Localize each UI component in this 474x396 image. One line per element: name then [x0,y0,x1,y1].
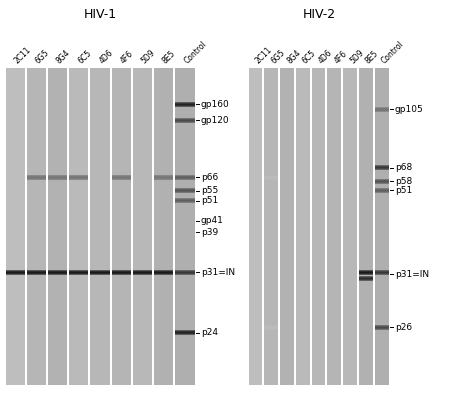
Text: p24: p24 [201,328,218,337]
Text: 6G5: 6G5 [269,48,287,65]
Text: 6G5: 6G5 [34,48,51,65]
Text: 8E5: 8E5 [161,48,177,65]
Text: 2C11: 2C11 [12,45,33,65]
Text: Control: Control [380,39,406,65]
Text: p51: p51 [201,196,218,205]
Text: p68: p68 [395,164,412,172]
Text: 5D9: 5D9 [348,48,365,65]
Text: 6C5: 6C5 [76,48,93,65]
Text: p31=IN: p31=IN [201,268,235,277]
Text: 4F6: 4F6 [332,49,349,65]
Text: p58: p58 [395,177,412,186]
Text: p39: p39 [201,228,218,237]
Text: p31=IN: p31=IN [395,270,429,278]
Text: gp105: gp105 [395,105,424,114]
Text: p51: p51 [395,186,412,194]
Text: 4F6: 4F6 [118,49,135,65]
Text: 8G4: 8G4 [285,48,302,65]
Text: HIV-1: HIV-1 [84,8,117,21]
Text: 8G4: 8G4 [55,48,72,65]
Text: HIV-2: HIV-2 [302,8,336,21]
Text: 2C11: 2C11 [254,45,273,65]
Text: p55: p55 [201,187,218,196]
Text: Control: Control [182,39,208,65]
Text: gp160: gp160 [201,100,230,109]
Text: 5D9: 5D9 [140,48,157,65]
Text: gp41: gp41 [201,216,224,225]
Text: 4D6: 4D6 [317,48,334,65]
Text: p26: p26 [395,323,412,332]
Text: gp120: gp120 [201,116,229,125]
Text: 8E5: 8E5 [364,48,381,65]
Text: 6C5: 6C5 [301,48,318,65]
Text: p66: p66 [201,173,218,182]
Text: 4D6: 4D6 [97,48,115,65]
